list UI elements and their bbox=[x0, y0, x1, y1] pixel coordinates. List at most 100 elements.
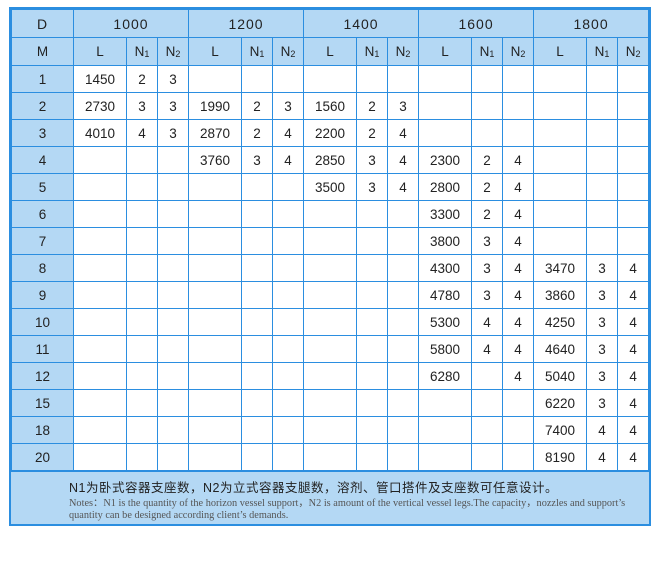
diameter-header: 1800 bbox=[533, 9, 650, 38]
n2-cell bbox=[617, 65, 650, 93]
length-cell: 2300 bbox=[418, 146, 473, 174]
n1-cell: 2 bbox=[241, 119, 274, 147]
n2-cell: 4 bbox=[502, 308, 535, 336]
n1-cell bbox=[586, 173, 619, 201]
length-cell bbox=[188, 173, 243, 201]
n1-letter: N bbox=[364, 44, 375, 59]
length-cell bbox=[73, 416, 127, 444]
n2-cell bbox=[156, 146, 190, 174]
n1-cell bbox=[586, 227, 619, 255]
n2-cell: 4 bbox=[617, 416, 650, 444]
n1-cell bbox=[126, 146, 158, 174]
n1-cell bbox=[471, 92, 504, 120]
length-cell bbox=[73, 335, 127, 363]
n1-letter: N bbox=[479, 44, 490, 59]
n1-subscript: 1 bbox=[374, 49, 380, 59]
m-cell: 8 bbox=[11, 254, 74, 282]
n2-cell: 4 bbox=[387, 119, 420, 147]
table-row: 12 6280 4 5040 3 4 bbox=[11, 362, 650, 390]
length-cell bbox=[533, 92, 588, 120]
n1-cell bbox=[586, 200, 619, 228]
n1-cell: 2 bbox=[126, 65, 158, 93]
n2-cell bbox=[156, 335, 190, 363]
n2-cell bbox=[617, 92, 650, 120]
n2-header: N2 bbox=[617, 37, 650, 66]
n1-letter: N bbox=[249, 44, 260, 59]
n1-cell bbox=[356, 65, 389, 93]
length-cell bbox=[73, 146, 127, 174]
table-row: 9 4780 3 4 3860 3 4 bbox=[11, 281, 650, 309]
n1-cell bbox=[586, 146, 619, 174]
n1-subscript: 1 bbox=[604, 49, 610, 59]
n2-cell bbox=[272, 281, 305, 309]
n2-cell bbox=[387, 200, 420, 228]
n1-cell bbox=[586, 119, 619, 147]
length-cell: 6280 bbox=[418, 362, 473, 390]
n1-cell bbox=[241, 173, 274, 201]
n2-cell: 4 bbox=[617, 335, 650, 363]
n1-cell bbox=[241, 389, 274, 417]
length-cell bbox=[303, 443, 358, 471]
length-cell: 7400 bbox=[533, 416, 588, 444]
n2-cell: 4 bbox=[617, 308, 650, 336]
n2-cell bbox=[502, 92, 535, 120]
length-cell: 3300 bbox=[418, 200, 473, 228]
n2-cell bbox=[502, 416, 535, 444]
n1-cell bbox=[241, 65, 274, 93]
n1-cell bbox=[356, 335, 389, 363]
n1-letter: N bbox=[134, 44, 145, 59]
n1-cell bbox=[471, 362, 504, 390]
length-cell: 4300 bbox=[418, 254, 473, 282]
n2-cell bbox=[387, 443, 420, 471]
n1-cell bbox=[241, 335, 274, 363]
length-header: L bbox=[73, 37, 127, 66]
m-cell: 20 bbox=[11, 443, 74, 471]
n1-cell: 4 bbox=[586, 443, 619, 471]
n2-cell bbox=[387, 308, 420, 336]
length-cell bbox=[73, 362, 127, 390]
n1-header: N1 bbox=[126, 37, 158, 66]
length-cell: 2200 bbox=[303, 119, 358, 147]
n2-cell bbox=[156, 362, 190, 390]
table-row: 2 2730 3 3 1990 2 3 1560 2 3 bbox=[11, 92, 650, 120]
n1-cell bbox=[356, 254, 389, 282]
n1-cell bbox=[126, 173, 158, 201]
n1-cell: 3 bbox=[471, 227, 504, 255]
n1-cell bbox=[586, 92, 619, 120]
n2-header: N2 bbox=[156, 37, 190, 66]
n1-cell bbox=[356, 308, 389, 336]
n2-cell bbox=[387, 65, 420, 93]
length-cell: 2800 bbox=[418, 173, 473, 201]
n2-header: N2 bbox=[502, 37, 535, 66]
n2-cell bbox=[156, 443, 190, 471]
n1-cell: 4 bbox=[126, 119, 158, 147]
n2-header: N2 bbox=[272, 37, 305, 66]
length-cell: 2870 bbox=[188, 119, 243, 147]
length-cell bbox=[188, 200, 243, 228]
length-cell bbox=[188, 335, 243, 363]
table-row: 1 1450 2 3 bbox=[11, 65, 650, 93]
table-row: 4 3760 3 4 2850 3 4 2300 2 4 bbox=[11, 146, 650, 174]
n1-cell bbox=[471, 389, 504, 417]
length-cell bbox=[418, 389, 473, 417]
n1-cell: 2 bbox=[356, 119, 389, 147]
n2-cell: 3 bbox=[156, 65, 190, 93]
length-cell bbox=[303, 308, 358, 336]
table-row: 20 8190 4 4 bbox=[11, 443, 650, 471]
length-cell bbox=[418, 443, 473, 471]
n1-cell bbox=[126, 362, 158, 390]
n2-cell bbox=[502, 119, 535, 147]
table-row: 15 6220 3 4 bbox=[11, 389, 650, 417]
vessel-support-table: D 1000 1200 1400 1600 1800 M L N1 N2 L N1 N2 L… bbox=[11, 9, 650, 471]
m-cell: 3 bbox=[11, 119, 74, 147]
diameter-header: 1200 bbox=[188, 9, 305, 38]
length-cell: 3470 bbox=[533, 254, 588, 282]
length-cell bbox=[188, 281, 243, 309]
n2-cell bbox=[387, 389, 420, 417]
length-cell bbox=[533, 173, 588, 201]
n2-cell bbox=[617, 200, 650, 228]
length-cell: 1450 bbox=[73, 65, 127, 93]
m-cell: 1 bbox=[11, 65, 74, 93]
n1-cell: 3 bbox=[126, 92, 158, 120]
n1-cell bbox=[126, 254, 158, 282]
